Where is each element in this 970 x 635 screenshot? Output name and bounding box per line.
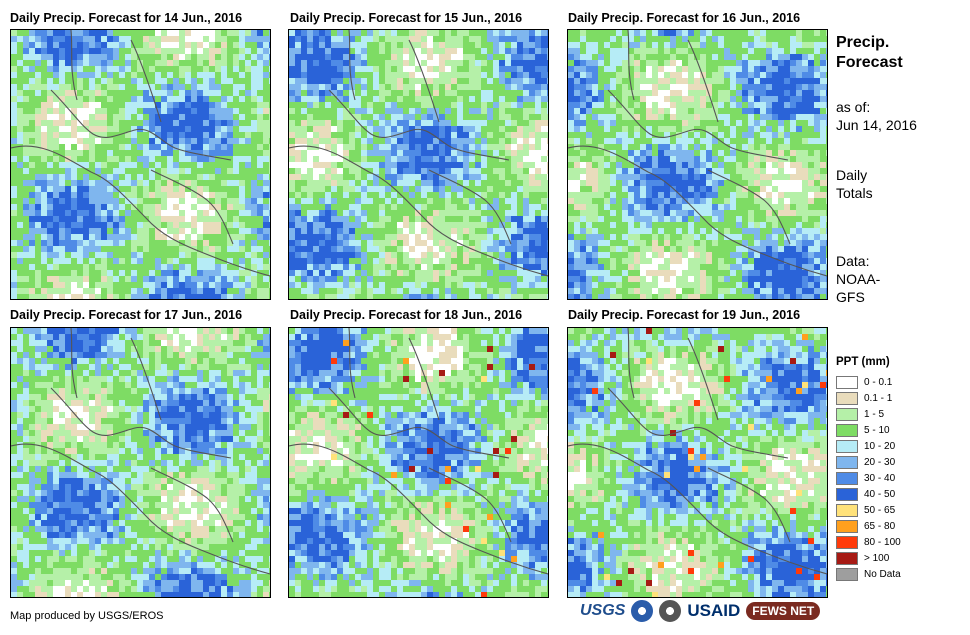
legend-swatch <box>836 519 858 533</box>
dhs-seal-icon <box>659 600 682 622</box>
legend-item: 0.1 - 1 <box>836 390 901 406</box>
legend-item: 80 - 100 <box>836 534 901 550</box>
forecast-map-3 <box>567 29 828 300</box>
legend-swatch <box>836 391 858 405</box>
legend-item: 50 - 65 <box>836 502 901 518</box>
data-source-line2: GFS <box>836 289 865 305</box>
credit-text: Map produced by USGS/EROS <box>10 610 164 622</box>
legend-swatch <box>836 471 858 485</box>
legend-label: 40 - 50 <box>864 488 896 500</box>
logo-strip: USGS USAID FEWS NET <box>580 600 821 622</box>
legend-swatch <box>836 455 858 469</box>
legend-label: 10 - 20 <box>864 440 896 452</box>
asof-date: Jun 14, 2016 <box>836 117 917 133</box>
legend-swatch <box>836 375 858 389</box>
noaa-logo-icon <box>631 600 654 622</box>
fewsnet-logo: FEWS NET <box>746 602 821 620</box>
legend-swatch <box>836 439 858 453</box>
usgs-logo: USGS <box>580 602 626 619</box>
panel-title-1: Daily Precip. Forecast for 14 Jun., 2016 <box>10 11 243 25</box>
legend-swatch <box>836 551 858 565</box>
legend-item: 20 - 30 <box>836 454 901 470</box>
legend-swatch <box>836 423 858 437</box>
legend-label: > 100 <box>864 552 890 564</box>
forecast-map-6 <box>567 327 828 598</box>
legend-item: 65 - 80 <box>836 518 901 534</box>
legend-swatch <box>836 503 858 517</box>
legend-item: 30 - 40 <box>836 470 901 486</box>
panel-title-4: Daily Precip. Forecast for 17 Jun., 2016 <box>10 308 243 322</box>
panel-title-3: Daily Precip. Forecast for 16 Jun., 2016 <box>568 11 801 25</box>
forecast-map-4 <box>10 327 271 598</box>
legend-item: 1 - 5 <box>836 406 901 422</box>
side-heading-line1: Precip. <box>836 34 890 51</box>
legend-item: 0 - 0.1 <box>836 374 901 390</box>
legend-title: PPT (mm) <box>836 356 890 368</box>
forecast-map-2 <box>288 29 549 300</box>
legend-label: 1 - 5 <box>864 408 885 420</box>
legend-label: No Data <box>864 568 901 580</box>
panel-title-6: Daily Precip. Forecast for 19 Jun., 2016 <box>568 308 801 322</box>
legend-label: 0 - 0.1 <box>864 376 893 388</box>
data-source-line1: NOAA- <box>836 271 881 287</box>
legend-item: 40 - 50 <box>836 486 901 502</box>
legend-item: > 100 <box>836 550 901 566</box>
legend-item: No Data <box>836 566 901 582</box>
legend-swatch <box>836 487 858 501</box>
legend-swatch <box>836 407 858 421</box>
panel-title-2: Daily Precip. Forecast for 15 Jun., 2016 <box>290 11 523 25</box>
totals-line2: Totals <box>836 185 873 201</box>
asof-label: as of: <box>836 99 871 115</box>
panel-title-5: Daily Precip. Forecast for 18 Jun., 2016 <box>290 308 523 322</box>
legend-item: 10 - 20 <box>836 438 901 454</box>
legend-swatch <box>836 567 858 581</box>
legend-label: 65 - 80 <box>864 520 896 532</box>
legend-label: 20 - 30 <box>864 456 896 468</box>
legend-swatch <box>836 535 858 549</box>
totals-line1: Daily <box>836 167 868 183</box>
usaid-logo: USAID <box>687 601 741 620</box>
legend-label: 80 - 100 <box>864 536 901 548</box>
side-heading-line2: Forecast <box>836 54 903 71</box>
data-label: Data: <box>836 253 870 269</box>
legend-label: 5 - 10 <box>864 424 890 436</box>
legend-label: 50 - 65 <box>864 504 896 516</box>
forecast-map-5 <box>288 327 549 598</box>
legend-item: 5 - 10 <box>836 422 901 438</box>
forecast-map-1 <box>10 29 271 300</box>
legend: 0 - 0.1 0.1 - 1 1 - 5 5 - 10 10 - 20 20 - 30 3… <box>836 374 901 582</box>
legend-label: 0.1 - 1 <box>864 392 893 404</box>
legend-label: 30 - 40 <box>864 472 896 484</box>
